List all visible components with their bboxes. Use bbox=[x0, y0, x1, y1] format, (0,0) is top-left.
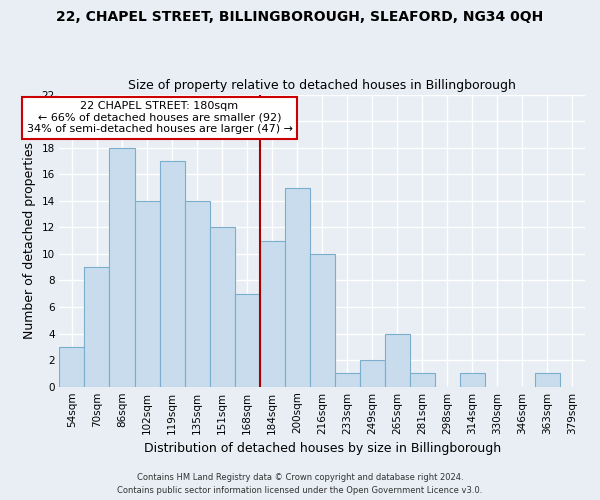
Bar bbox=[59, 347, 85, 387]
Title: Size of property relative to detached houses in Billingborough: Size of property relative to detached ho… bbox=[128, 79, 516, 92]
Bar bbox=[385, 334, 410, 386]
Bar bbox=[85, 267, 109, 386]
Bar bbox=[185, 201, 209, 386]
Text: Contains HM Land Registry data © Crown copyright and database right 2024.
Contai: Contains HM Land Registry data © Crown c… bbox=[118, 473, 482, 495]
Text: 22, CHAPEL STREET, BILLINGBOROUGH, SLEAFORD, NG34 0QH: 22, CHAPEL STREET, BILLINGBOROUGH, SLEAF… bbox=[56, 10, 544, 24]
X-axis label: Distribution of detached houses by size in Billingborough: Distribution of detached houses by size … bbox=[143, 442, 501, 455]
Y-axis label: Number of detached properties: Number of detached properties bbox=[23, 142, 36, 339]
Text: 22 CHAPEL STREET: 180sqm
← 66% of detached houses are smaller (92)
34% of semi-d: 22 CHAPEL STREET: 180sqm ← 66% of detach… bbox=[26, 101, 293, 134]
Bar bbox=[235, 294, 260, 386]
Bar bbox=[209, 228, 235, 386]
Bar bbox=[260, 240, 284, 386]
Bar bbox=[460, 374, 485, 386]
Bar bbox=[335, 374, 360, 386]
Bar bbox=[284, 188, 310, 386]
Bar bbox=[109, 148, 134, 386]
Bar bbox=[360, 360, 385, 386]
Bar bbox=[160, 161, 185, 386]
Bar bbox=[310, 254, 335, 386]
Bar bbox=[134, 201, 160, 386]
Bar bbox=[535, 374, 560, 386]
Bar bbox=[410, 374, 435, 386]
